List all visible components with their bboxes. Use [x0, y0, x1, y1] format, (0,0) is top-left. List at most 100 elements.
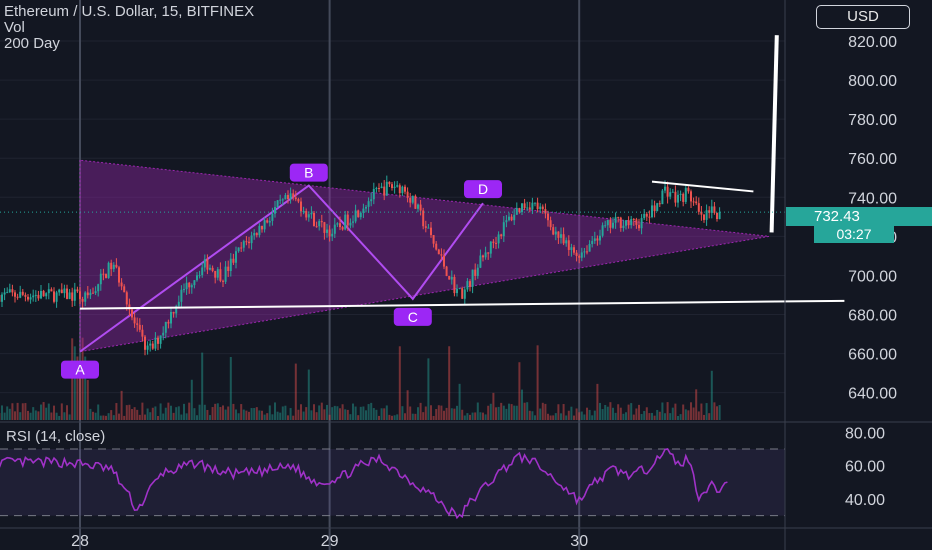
volume-bar — [19, 412, 22, 420]
volume-bar — [253, 408, 256, 420]
candle-body — [154, 337, 157, 349]
volume-bar — [323, 409, 326, 420]
candle-body — [365, 206, 367, 209]
candle-body — [175, 306, 178, 314]
volume-bar — [406, 390, 409, 420]
volume-bar — [674, 403, 677, 420]
candle-body — [3, 292, 6, 295]
candle-body — [196, 275, 198, 281]
candle-body — [29, 297, 32, 300]
pattern-triangle — [79, 159, 770, 353]
volume-bar — [146, 408, 149, 420]
volume-bar — [50, 412, 53, 420]
time-tick-label: 28 — [71, 533, 89, 550]
volume-bar — [11, 403, 14, 420]
candle-body — [492, 241, 495, 243]
candle-body — [385, 181, 388, 196]
volume-bar — [622, 413, 625, 420]
volume-bar — [471, 412, 474, 420]
candle-body — [193, 280, 196, 286]
volume-bar — [638, 404, 640, 420]
candle-body — [604, 225, 607, 227]
candle-body — [630, 219, 633, 226]
candle-body — [287, 195, 289, 199]
volume-bar — [692, 407, 695, 420]
candle-body — [45, 293, 48, 297]
candle-body — [328, 229, 331, 237]
candle-body — [575, 252, 578, 256]
price-tick-label: 660.00 — [848, 347, 897, 364]
currency-button[interactable]: USD — [816, 5, 910, 29]
volume-bar — [271, 414, 274, 420]
volume-bar — [669, 413, 672, 420]
volume-bar — [536, 345, 539, 420]
candle-body — [463, 289, 466, 299]
candle-body — [703, 214, 705, 220]
candle-body — [242, 241, 245, 248]
candle-body — [261, 225, 263, 230]
candle-body — [518, 207, 521, 213]
volume-bar — [604, 404, 607, 420]
candle-body — [625, 220, 627, 226]
candle-body — [112, 264, 115, 270]
volume-bar — [229, 356, 232, 420]
volume-bar — [3, 412, 6, 420]
volume-bar — [149, 412, 152, 420]
volume-bar — [193, 408, 196, 420]
candle-body — [92, 292, 94, 294]
volume-bar — [6, 406, 9, 420]
volume-bar — [695, 389, 698, 420]
candle-body — [6, 292, 9, 294]
volume-bar — [521, 389, 523, 420]
candle-body — [554, 231, 557, 235]
candle-body — [367, 201, 370, 207]
volume-bar — [515, 405, 518, 420]
candle-body — [21, 291, 24, 295]
candle-body — [479, 255, 482, 268]
volume-bar — [45, 407, 48, 420]
candle-body — [84, 292, 87, 302]
candle-body — [333, 224, 336, 234]
volume-bar — [591, 415, 594, 420]
volume-bar — [422, 412, 425, 420]
candle-body — [47, 289, 50, 294]
volume-bar — [354, 406, 357, 420]
candle-body — [131, 309, 133, 318]
candle-body — [692, 201, 695, 203]
volume-bar — [274, 402, 276, 420]
volume-bar — [502, 405, 505, 420]
volume-bar — [185, 413, 188, 420]
volume-bar — [1, 405, 3, 420]
volume-bar — [86, 380, 89, 420]
candle-body — [34, 294, 37, 296]
volume-bar — [141, 402, 144, 420]
volume-bar — [508, 403, 510, 420]
volume-bar — [583, 414, 586, 420]
candle-body — [344, 214, 347, 230]
price-tick-label: 780.00 — [848, 112, 897, 129]
volume-bar — [42, 402, 45, 420]
time-tick-label: 30 — [570, 533, 588, 550]
candle-body — [281, 199, 284, 201]
candle-body — [674, 191, 677, 203]
volume-bar — [573, 415, 575, 420]
volume-bar — [307, 369, 310, 420]
candle-body — [391, 184, 393, 189]
volume-bar — [172, 412, 175, 420]
candle-body — [591, 240, 594, 245]
volume-bar — [612, 407, 614, 420]
candle-body — [570, 247, 573, 250]
volume-bar — [448, 346, 451, 420]
volume-bar — [440, 405, 443, 420]
volume-bar — [281, 406, 284, 420]
volume-bar — [92, 411, 94, 420]
volume-indicator-label: Vol — [4, 19, 25, 36]
candle-body — [453, 276, 456, 294]
candle-body — [372, 189, 375, 200]
candle-body — [653, 205, 656, 212]
candle-body — [632, 219, 635, 221]
candle-body — [528, 207, 531, 210]
volume-bar — [417, 407, 419, 420]
volume-bar — [162, 413, 165, 420]
